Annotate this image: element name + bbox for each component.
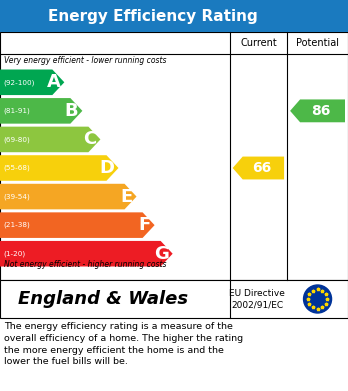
Text: Very energy efficient - lower running costs: Very energy efficient - lower running co… xyxy=(4,56,166,65)
Text: Energy Efficiency Rating: Energy Efficiency Rating xyxy=(48,9,258,23)
Text: (55-68): (55-68) xyxy=(3,165,30,171)
Text: (1-20): (1-20) xyxy=(3,251,25,257)
Text: England & Wales: England & Wales xyxy=(18,290,188,308)
Text: Potential: Potential xyxy=(296,38,339,48)
Text: A: A xyxy=(46,73,60,91)
Text: (21-38): (21-38) xyxy=(3,222,30,228)
Polygon shape xyxy=(233,156,284,179)
Polygon shape xyxy=(0,241,173,267)
Text: G: G xyxy=(154,245,169,263)
Text: 2002/91/EC: 2002/91/EC xyxy=(231,301,283,310)
Polygon shape xyxy=(0,98,82,124)
Text: 66: 66 xyxy=(252,161,271,175)
Text: EU Directive: EU Directive xyxy=(229,289,285,298)
Polygon shape xyxy=(0,127,101,152)
Polygon shape xyxy=(0,212,155,238)
Text: B: B xyxy=(65,102,78,120)
Text: C: C xyxy=(83,131,96,149)
Polygon shape xyxy=(290,99,345,122)
Circle shape xyxy=(303,285,332,313)
Bar xyxy=(0,32,348,280)
Text: Current: Current xyxy=(240,38,277,48)
Polygon shape xyxy=(0,70,64,95)
Text: Not energy efficient - higher running costs: Not energy efficient - higher running co… xyxy=(4,260,166,269)
Text: (39-54): (39-54) xyxy=(3,193,30,200)
Polygon shape xyxy=(0,184,136,209)
Text: D: D xyxy=(100,159,114,177)
Bar xyxy=(0,0,348,32)
Text: F: F xyxy=(139,216,151,234)
Text: (81-91): (81-91) xyxy=(3,108,30,114)
Text: (69-80): (69-80) xyxy=(3,136,30,143)
Bar xyxy=(0,280,348,318)
Text: (92-100): (92-100) xyxy=(3,79,34,86)
Polygon shape xyxy=(0,155,118,181)
Text: E: E xyxy=(120,188,133,206)
Text: 86: 86 xyxy=(311,104,330,118)
Text: The energy efficiency rating is a measure of the
overall efficiency of a home. T: The energy efficiency rating is a measur… xyxy=(4,322,243,366)
